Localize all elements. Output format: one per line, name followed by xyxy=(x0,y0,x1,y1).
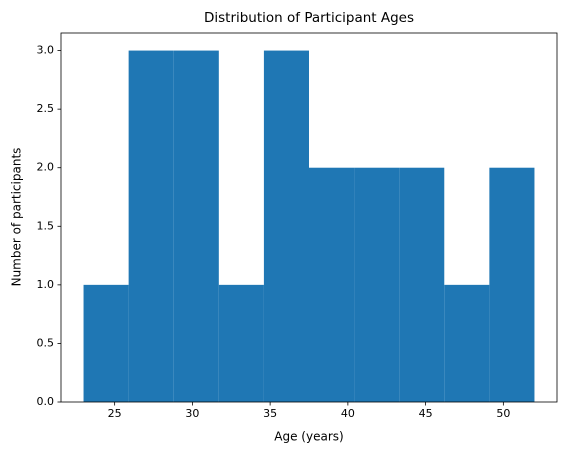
y-tick-label: 2.0 xyxy=(37,161,55,174)
plot-frame xyxy=(60,32,558,403)
bar xyxy=(309,167,355,402)
y-tick-label: 0.0 xyxy=(37,395,55,408)
y-tick-label: 1.5 xyxy=(37,219,55,232)
x-axis-label: Age (years) xyxy=(274,430,343,444)
bar xyxy=(173,50,219,402)
bar xyxy=(218,284,264,402)
x-tick-label: 35 xyxy=(263,407,277,420)
x-tick-label: 45 xyxy=(419,407,433,420)
bar xyxy=(263,50,309,402)
bar xyxy=(489,167,535,402)
bar xyxy=(444,284,490,402)
x-tick-label: 40 xyxy=(341,407,355,420)
x-tick-label: 25 xyxy=(108,407,122,420)
chart-title: Distribution of Participant Ages xyxy=(204,10,414,26)
x-tick-label: 30 xyxy=(185,407,199,420)
y-axis-label: Number of participants xyxy=(10,148,24,287)
y-tick-label: 2.5 xyxy=(37,102,55,115)
y-tick-label: 0.5 xyxy=(37,336,55,349)
bar xyxy=(399,167,445,402)
y-tick-label: 3.0 xyxy=(37,44,55,57)
bar xyxy=(128,50,174,402)
bar xyxy=(354,167,400,402)
x-tick-label: 50 xyxy=(496,407,510,420)
y-tick-label: 1.0 xyxy=(37,278,55,291)
bar xyxy=(83,284,129,402)
